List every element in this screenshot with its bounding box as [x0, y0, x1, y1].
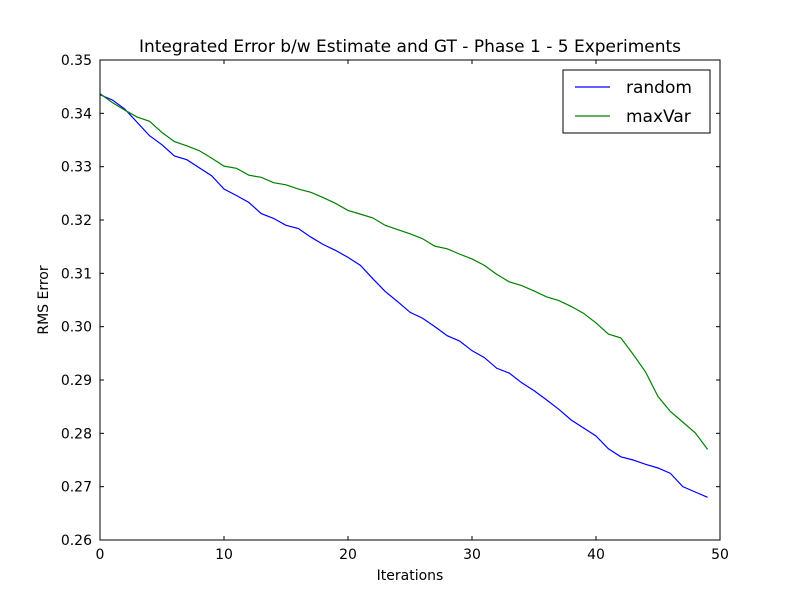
chart-title: Integrated Error b/w Estimate and GT - P… [139, 37, 681, 57]
y-axis: 0.26 0.27 0.28 0.29 0.30 0.31 0.32 0.33 0.34 0.35 [61, 53, 720, 549]
series-line-maxvar [99, 93, 709, 450]
legend-box [562, 69, 711, 134]
legend-label-maxvar: maxVar [626, 107, 691, 127]
x-axis: 0 10 20 30 40 50 [96, 60, 729, 563]
x-tick-label: 30 [463, 547, 481, 563]
legend-label-random: random [626, 78, 692, 98]
series-line-random [99, 94, 708, 498]
y-tick-label: 0.34 [61, 106, 92, 122]
x-tick-label: 50 [711, 547, 729, 563]
y-tick-label: 0.26 [61, 533, 92, 549]
y-axis-label: RMS Error [36, 265, 52, 335]
series-layer [99, 93, 709, 498]
x-tick-label: 20 [339, 547, 357, 563]
x-tick-label: 10 [215, 547, 233, 563]
y-tick-label: 0.35 [61, 53, 92, 69]
y-tick-label: 0.27 [61, 480, 92, 496]
plot-frame [99, 59, 721, 541]
y-tick-label: 0.33 [61, 160, 92, 176]
x-axis-label: Iterations [377, 568, 444, 584]
y-tick-label: 0.31 [61, 266, 92, 282]
y-tick-label: 0.28 [61, 426, 92, 442]
legend: random maxVar [562, 69, 711, 134]
x-tick-label: 40 [587, 547, 605, 563]
x-tick-label: 0 [96, 547, 105, 563]
y-tick-label: 0.32 [61, 213, 92, 229]
y-tick-label: 0.29 [61, 373, 92, 389]
y-tick-label: 0.30 [61, 320, 92, 336]
